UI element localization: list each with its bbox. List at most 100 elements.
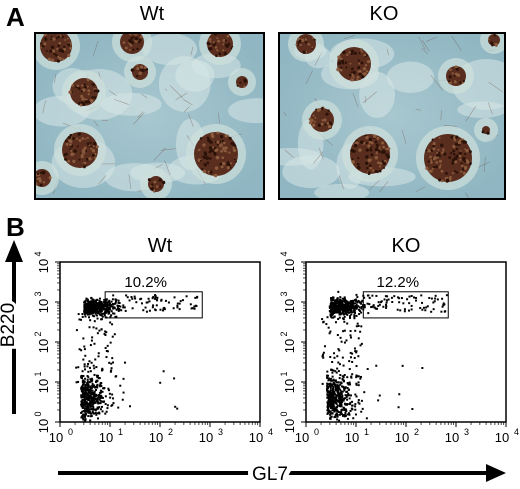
- event-dot: [331, 391, 334, 394]
- event-dot: [330, 405, 333, 408]
- event-dot: [94, 389, 97, 392]
- event-dot: [327, 407, 330, 410]
- event-dot: [424, 309, 427, 312]
- event-dot: [91, 314, 94, 317]
- event-dot: [83, 419, 86, 422]
- event-dot: [353, 314, 356, 317]
- event-dot: [93, 367, 96, 370]
- event-dot: [106, 307, 109, 310]
- event-dot: [339, 402, 342, 405]
- event-dot: [349, 356, 352, 359]
- event-dot: [341, 297, 344, 300]
- event-dot: [385, 301, 388, 304]
- event-dot: [334, 370, 337, 373]
- event-dot: [391, 301, 394, 304]
- event-dot: [87, 302, 90, 305]
- event-dot: [92, 303, 95, 306]
- event-dot: [322, 353, 325, 356]
- event-dot: [81, 403, 84, 406]
- event-dot: [348, 360, 351, 363]
- event-dot: [349, 394, 352, 397]
- event-dot: [99, 391, 102, 394]
- event-dot: [348, 403, 351, 406]
- event-dot: [396, 308, 399, 311]
- event-dot: [96, 376, 99, 379]
- event-dot: [99, 310, 102, 313]
- event-dot: [176, 302, 179, 305]
- event-dot: [330, 392, 333, 395]
- event-dot: [326, 404, 329, 407]
- event-dot: [360, 305, 363, 308]
- event-dot: [88, 316, 91, 319]
- event-dot: [164, 299, 167, 302]
- event-dot: [93, 390, 96, 393]
- event-dot: [354, 311, 357, 314]
- event-dot: [92, 401, 95, 404]
- event-dot: [122, 304, 125, 307]
- event-dot: [335, 395, 338, 398]
- event-dot: [338, 401, 341, 404]
- event-dot: [343, 315, 346, 318]
- event-dot: [86, 396, 89, 399]
- event-dot: [102, 312, 105, 315]
- event-dot: [336, 400, 339, 403]
- event-dot: [89, 305, 92, 308]
- event-dot: [361, 299, 364, 302]
- event-dot: [357, 305, 360, 308]
- event-dot: [345, 304, 348, 307]
- event-dot: [85, 401, 88, 404]
- event-dot: [340, 411, 343, 414]
- event-dot: [351, 373, 354, 376]
- event-dot: [146, 301, 149, 304]
- event-dot: [345, 396, 348, 399]
- event-dot: [337, 392, 340, 395]
- event-dot: [89, 344, 92, 347]
- event-dot: [329, 377, 332, 380]
- ko-spleen-micrograph: [278, 32, 506, 200]
- event-dot: [85, 412, 88, 415]
- event-dot: [93, 315, 96, 318]
- event-dot: [108, 306, 111, 309]
- event-dot: [93, 342, 96, 345]
- event-dot: [329, 417, 332, 420]
- event-dot: [358, 306, 361, 309]
- event-dot: [190, 307, 193, 310]
- x-tick-label: 10: [199, 430, 213, 445]
- event-dot: [82, 413, 85, 416]
- event-dot: [355, 293, 358, 296]
- event-dot: [331, 296, 334, 299]
- event-dot: [328, 399, 331, 402]
- event-dot: [95, 374, 98, 377]
- event-dot: [329, 303, 332, 306]
- event-dot: [155, 299, 158, 302]
- event-dot: [329, 413, 332, 416]
- y-tick-exponent: 0: [33, 411, 43, 416]
- event-dot: [398, 301, 401, 304]
- event-dot: [382, 305, 385, 308]
- event-dot: [108, 308, 111, 311]
- event-dot: [350, 313, 353, 316]
- event-dot: [83, 399, 86, 402]
- event-dot: [415, 299, 418, 302]
- event-dot: [331, 379, 334, 382]
- event-dot: [355, 350, 358, 353]
- event-dot: [333, 356, 336, 359]
- event-dot: [81, 390, 84, 393]
- event-dot: [351, 408, 354, 411]
- event-dot: [114, 315, 117, 318]
- event-dot: [357, 375, 360, 378]
- event-dot: [326, 374, 329, 377]
- event-dot: [335, 402, 338, 405]
- ko-gate-percent: 12.2%: [377, 274, 420, 291]
- event-dot: [89, 378, 92, 381]
- event-dot: [333, 401, 336, 404]
- event-dot: [115, 315, 118, 318]
- event-dot: [359, 344, 362, 347]
- event-dot: [95, 398, 98, 401]
- event-dot: [336, 334, 339, 337]
- event-dot: [338, 298, 341, 301]
- event-dot: [112, 361, 115, 364]
- event-dot: [360, 311, 363, 314]
- event-dot: [95, 408, 98, 411]
- y-tick-exponent: 1: [279, 371, 289, 376]
